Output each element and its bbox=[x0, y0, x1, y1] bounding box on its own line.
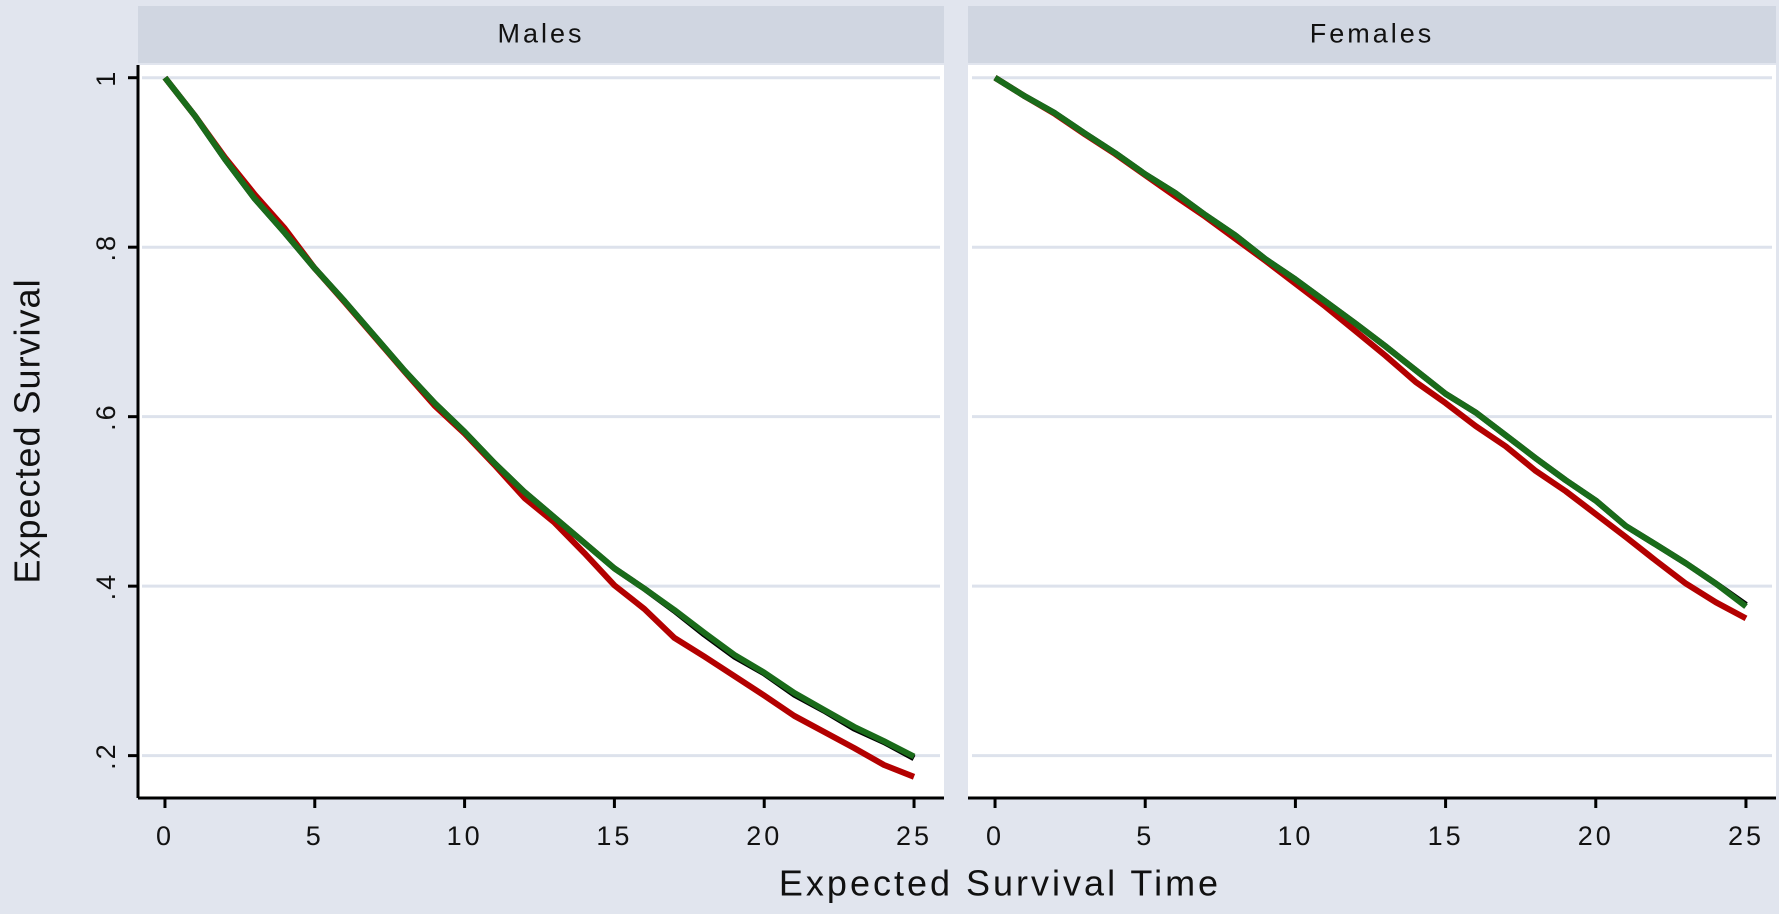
series-line bbox=[162, 75, 916, 760]
x-tick-label: 5 bbox=[1136, 821, 1154, 851]
x-axis-title: Expected Survival Time bbox=[779, 863, 1221, 904]
plot-area bbox=[138, 65, 944, 798]
x-tick-label: 20 bbox=[746, 821, 782, 851]
y-tick-label: 1 bbox=[91, 69, 121, 87]
x-tick-label: 10 bbox=[1277, 821, 1313, 851]
y-axis-title: Expected Survival bbox=[7, 278, 48, 583]
x-tick-label: 25 bbox=[1728, 821, 1764, 851]
y-tick-label: .4 bbox=[91, 572, 121, 601]
panel-header bbox=[138, 6, 944, 63]
series-line bbox=[993, 75, 1748, 609]
plot-area bbox=[968, 65, 1776, 798]
x-tick-label: 15 bbox=[596, 821, 632, 851]
panel-title: Males bbox=[497, 19, 584, 49]
x-tick-label: 10 bbox=[447, 821, 483, 851]
y-tick-label: .2 bbox=[91, 741, 121, 770]
x-tick-label: 25 bbox=[896, 821, 932, 851]
x-tick-label: 0 bbox=[156, 821, 174, 851]
y-tick-label: .8 bbox=[91, 233, 121, 262]
panel-header bbox=[968, 6, 1776, 63]
x-tick-label: 15 bbox=[1428, 821, 1464, 851]
x-tick-label: 5 bbox=[306, 821, 324, 851]
panel-title: Females bbox=[1310, 19, 1435, 49]
x-tick-label: 0 bbox=[986, 821, 1004, 851]
x-tick-label: 20 bbox=[1578, 821, 1614, 851]
y-tick-label: .6 bbox=[91, 402, 121, 431]
